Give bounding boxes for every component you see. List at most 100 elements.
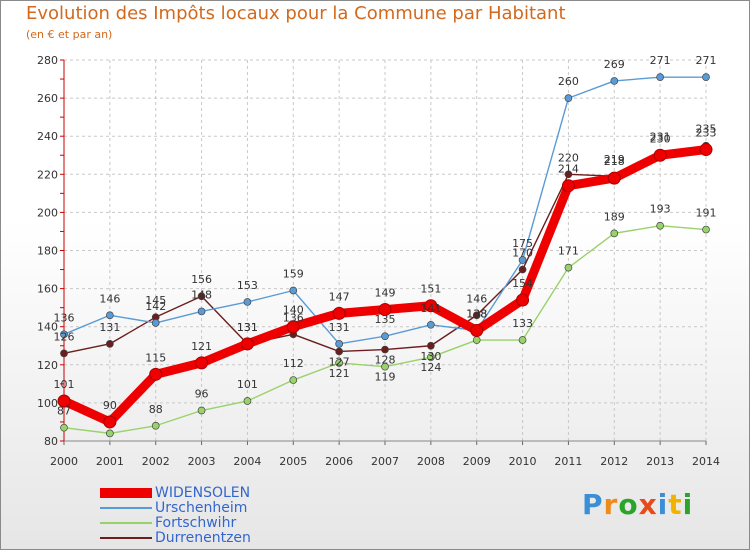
data-point-urschenheim [151, 319, 160, 327]
x-tick-label: 2001 [96, 455, 124, 468]
data-point-widensolen [470, 324, 484, 338]
data-point-durrenentzen [335, 347, 343, 356]
data-label: 271 [650, 54, 671, 67]
data-point-urschenheim [106, 311, 114, 320]
x-tick-label: 2007 [371, 455, 399, 468]
data-label: 231 [650, 130, 671, 143]
data-point-widensolen [195, 356, 209, 370]
data-label: 90 [103, 399, 117, 412]
legend-swatch [100, 488, 152, 498]
data-label: 140 [283, 304, 304, 317]
data-label: 220 [558, 151, 579, 164]
x-tick-label: 2006 [325, 455, 353, 468]
data-point-fortschwihr [381, 362, 389, 371]
data-point-widensolen [286, 320, 300, 334]
x-tick-label: 2014 [692, 455, 720, 468]
data-label: 219 [604, 153, 625, 166]
data-label: 189 [604, 210, 625, 223]
legend-swatch [100, 522, 152, 524]
data-label: 175 [512, 237, 533, 250]
data-label: 233 [696, 127, 717, 140]
data-label: 133 [512, 317, 533, 330]
data-point-fortschwihr [60, 423, 68, 432]
data-point-widensolen [240, 337, 254, 351]
data-point-widensolen [149, 367, 163, 381]
data-label: 260 [558, 75, 579, 88]
y-tick-label: 140 [37, 321, 58, 334]
data-label: 138 [466, 308, 487, 321]
data-point-urschenheim [518, 256, 527, 264]
data-point-fortschwihr [564, 263, 573, 272]
data-label: 148 [191, 288, 212, 301]
data-point-widensolen [607, 171, 621, 185]
data-label: 156 [191, 273, 212, 286]
x-tick-label: 2003 [188, 455, 216, 468]
x-tick-label: 2010 [509, 455, 537, 468]
data-point-durrenentzen [60, 349, 68, 358]
y-tick-label: 180 [37, 245, 58, 258]
data-point-durrenentzen [427, 341, 435, 350]
data-point-fortschwihr [335, 359, 343, 367]
logo-letter: i [657, 488, 669, 521]
data-label: 127 [329, 355, 350, 368]
data-point-fortschwihr [243, 397, 252, 405]
data-label: 135 [375, 313, 396, 326]
data-label: 153 [237, 279, 258, 292]
data-label: 121 [191, 340, 212, 353]
data-point-urschenheim [656, 73, 664, 81]
x-tick-label: 2005 [279, 455, 307, 468]
proxiti-logo: Proxiti [582, 488, 693, 521]
data-label: 131 [237, 321, 258, 334]
y-tick-label: 100 [37, 397, 58, 410]
data-point-fortschwihr [427, 353, 435, 362]
data-point-durrenentzen [472, 311, 481, 320]
y-tick-label: 200 [37, 206, 58, 219]
y-tick-label: 240 [37, 130, 58, 143]
data-label: 131 [237, 321, 258, 334]
x-tick-label: 2004 [233, 455, 261, 468]
data-label: 218 [604, 155, 625, 168]
x-tick-label: 2008 [417, 455, 445, 468]
logo-letter: i [682, 488, 694, 521]
data-label: 235 [696, 123, 717, 136]
data-label: 147 [329, 290, 350, 303]
chart-title: Evolution des Impôts locaux pour la Comm… [26, 3, 566, 24]
data-point-widensolen [378, 303, 392, 317]
data-point-widensolen [57, 394, 71, 408]
data-point-fortschwihr [472, 336, 481, 344]
data-label: 193 [650, 203, 671, 216]
data-label: 88 [149, 403, 163, 416]
x-tick-label: 2011 [554, 455, 582, 468]
y-tick-label: 260 [37, 92, 58, 105]
data-label: 112 [283, 357, 304, 370]
data-label: 124 [420, 361, 441, 374]
data-label: 146 [99, 292, 120, 305]
data-point-widensolen [653, 148, 667, 162]
data-label: 136 [283, 311, 304, 324]
data-point-widensolen [424, 299, 438, 313]
data-label: 145 [145, 294, 166, 307]
data-point-urschenheim [60, 330, 68, 339]
data-label: 136 [54, 311, 75, 324]
data-point-widensolen [103, 415, 117, 429]
data-label: 131 [329, 321, 350, 334]
data-point-widensolen [699, 143, 713, 157]
data-point-widensolen [332, 306, 346, 320]
data-point-urschenheim [197, 307, 206, 316]
data-point-widensolen [516, 293, 530, 307]
data-point-widensolen [561, 179, 575, 193]
data-label: 191 [696, 207, 717, 220]
data-label: 87 [57, 405, 71, 418]
data-point-urschenheim [427, 320, 435, 329]
data-label: 115 [145, 351, 166, 364]
logo-letter: t [668, 488, 683, 521]
y-tick-label: 160 [37, 283, 58, 296]
x-tick-label: 2012 [600, 455, 628, 468]
legend-swatch [100, 507, 152, 509]
y-tick-label: 280 [37, 54, 58, 67]
data-label: 154 [512, 277, 533, 290]
data-point-durrenentzen [381, 345, 389, 354]
y-tick-label: 220 [37, 168, 58, 181]
x-tick-label: 2000 [50, 455, 78, 468]
data-label: 101 [237, 378, 258, 391]
